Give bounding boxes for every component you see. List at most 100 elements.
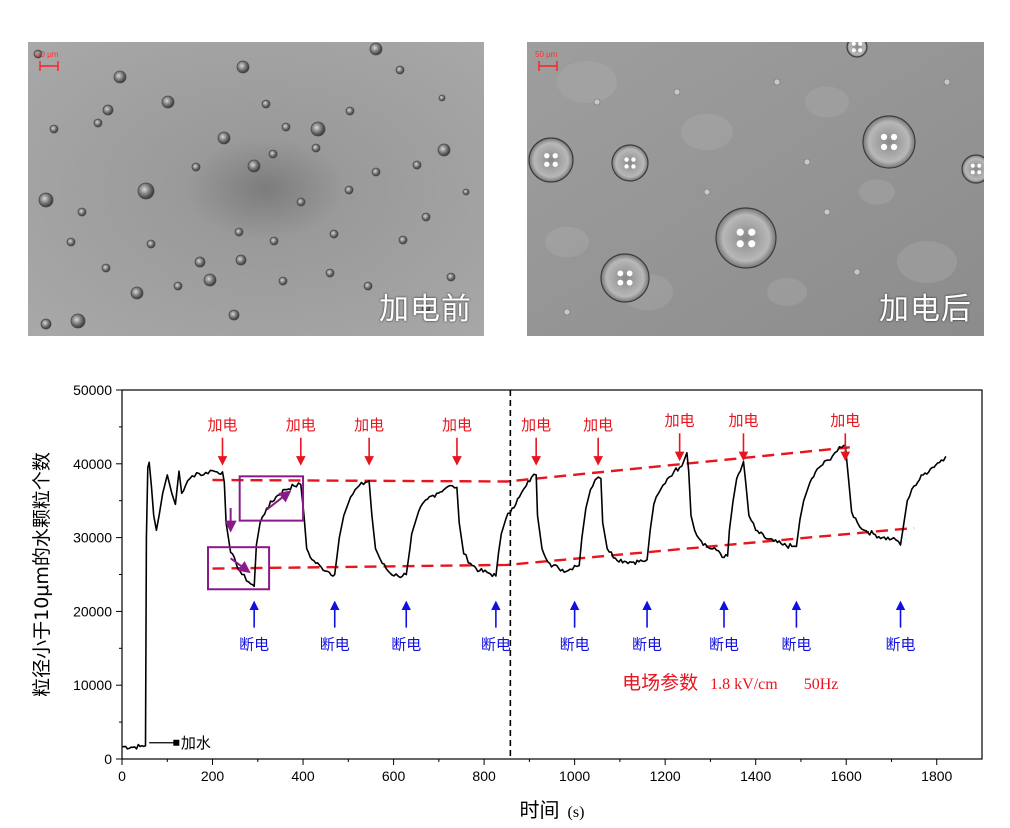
droplet	[412, 160, 422, 170]
photo-before-image	[28, 42, 484, 336]
droplet	[923, 298, 931, 306]
droplet	[146, 239, 156, 249]
droplet	[943, 78, 951, 86]
power-off-label: 断电	[886, 636, 916, 654]
droplet	[773, 78, 781, 86]
droplet	[369, 42, 383, 56]
droplet	[101, 263, 111, 273]
droplet	[203, 273, 217, 287]
droplet	[611, 144, 649, 182]
x-tick-label: 1200	[650, 768, 681, 784]
droplet	[77, 207, 87, 217]
x-tick-label: 800	[472, 768, 496, 784]
droplet	[395, 65, 405, 75]
add-water-label: 加水	[181, 734, 211, 752]
power-on-label: 加电	[830, 411, 860, 429]
droplet	[398, 235, 408, 245]
particle-count-chart: 0 10000 20000 30000 40000 50000 0 200 400 600 800 1…	[31, 382, 983, 822]
power-off-label: 断电	[709, 636, 739, 654]
scale-bar-label-right: 50 μm	[535, 50, 558, 59]
droplet-highlight	[631, 157, 636, 162]
droplet-highlight	[631, 164, 636, 169]
y-tick-label: 40000	[73, 456, 112, 472]
droplet	[528, 137, 574, 183]
droplet-highlight	[736, 228, 744, 236]
photo-after-image	[527, 42, 984, 336]
y-axis-label: 粒径小于10μm的水颗粒个数	[31, 452, 53, 697]
power-on-label: 加电	[442, 416, 472, 434]
droplet	[311, 143, 321, 153]
droplet	[803, 158, 811, 166]
droplet-highlight	[890, 143, 898, 151]
texture-blotch	[805, 86, 849, 118]
power-on-label: 加电	[354, 416, 384, 434]
droplet	[421, 212, 431, 222]
droplet	[715, 207, 777, 269]
power-on-label: 加电	[665, 411, 695, 429]
droplet-highlight	[736, 240, 744, 248]
droplet	[235, 254, 247, 266]
droplet	[325, 268, 335, 278]
power-off-label: 断电	[239, 636, 269, 654]
x-tick-label: 400	[291, 768, 315, 784]
droplet-highlight	[851, 48, 856, 53]
droplet-highlight	[544, 153, 550, 159]
droplet	[853, 268, 861, 276]
field-parameter-value: 1.8 kV/cm	[710, 676, 778, 693]
x-axis-label-unit: (s)	[568, 804, 585, 821]
power-on-label: 加电	[521, 416, 551, 434]
droplet	[846, 42, 868, 58]
droplet	[236, 60, 250, 74]
droplet	[446, 272, 456, 282]
field-parameter-label: 电场参数 1.8 kV/cm 50Hz	[622, 672, 838, 694]
droplet	[961, 154, 984, 184]
x-tick-label: 1600	[831, 768, 862, 784]
droplet-highlight	[977, 163, 982, 168]
power-on-label: 加电	[207, 416, 237, 434]
scale-bar-right	[538, 61, 558, 71]
droplet-highlight	[977, 170, 982, 175]
droplet	[281, 122, 291, 132]
droplet	[278, 276, 288, 286]
power-on-label: 加电	[286, 416, 316, 434]
droplet-highlight	[552, 153, 558, 159]
droplet-highlight	[624, 164, 629, 169]
droplet	[93, 118, 103, 128]
droplet-highlight	[617, 279, 624, 286]
x-tick-label: 600	[382, 768, 406, 784]
droplet-highlight	[858, 42, 863, 46]
y-tick-label: 20000	[73, 603, 112, 619]
power-off-label: 断电	[391, 636, 421, 654]
droplet	[113, 70, 127, 84]
trend-line-upper	[212, 445, 856, 483]
droplet	[228, 309, 240, 321]
photo-before-background	[28, 42, 484, 336]
droplet	[194, 256, 206, 268]
x-tick-label: 1000	[559, 768, 590, 784]
series-line	[121, 444, 947, 750]
droplet-highlight	[970, 170, 975, 175]
photo-label-before: 加电前	[379, 292, 472, 327]
texture-blotch	[897, 241, 957, 283]
power-off-label: 断电	[560, 636, 590, 654]
texture-blotch	[557, 61, 617, 103]
texture-blotch	[681, 113, 733, 151]
droplet	[673, 88, 681, 96]
droplet-highlight	[880, 133, 888, 141]
y-tick-label: 10000	[73, 677, 112, 693]
add-water-marker	[173, 739, 180, 746]
droplet	[66, 237, 76, 247]
droplet-highlight	[970, 163, 975, 168]
highlight-box	[238, 475, 305, 522]
droplet	[344, 185, 354, 195]
droplet	[421, 303, 431, 313]
box-arrow	[266, 490, 292, 511]
droplet-highlight	[544, 161, 550, 167]
power-on-label: 加电	[583, 416, 613, 434]
x-axis-label-text: 时间	[520, 798, 560, 822]
x-axis-label: 时间 (s)	[520, 798, 585, 822]
power-off-label: 断电	[320, 636, 350, 654]
y-tick-label: 50000	[73, 382, 112, 398]
droplet-highlight	[617, 270, 624, 277]
droplet-highlight	[626, 279, 633, 286]
